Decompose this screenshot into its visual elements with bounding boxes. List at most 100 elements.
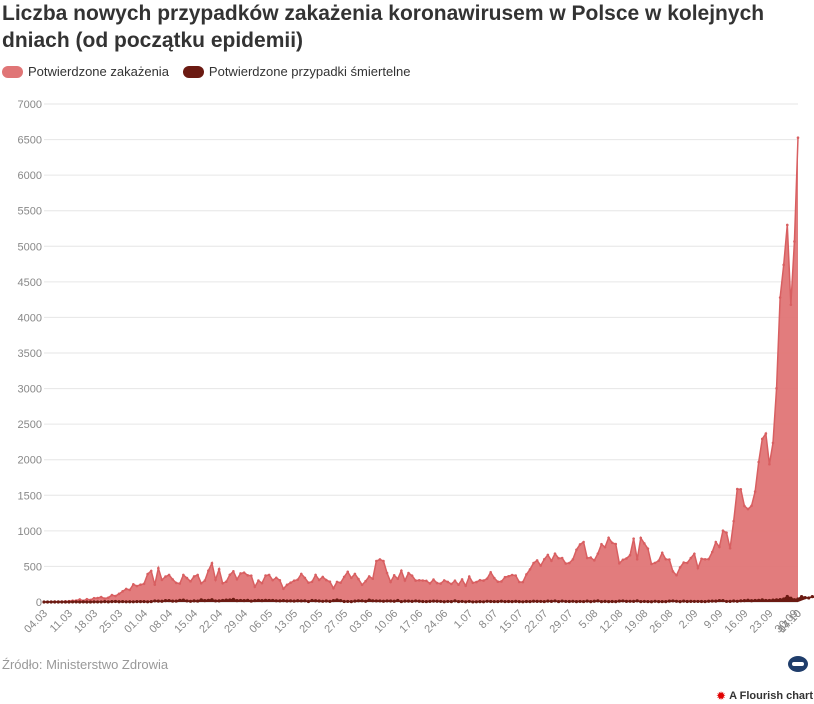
point-deaths[interactable] xyxy=(417,599,421,603)
point-cases[interactable] xyxy=(189,580,192,583)
point-cases[interactable] xyxy=(103,597,107,600)
point-cases[interactable] xyxy=(182,573,185,577)
point-cases[interactable] xyxy=(328,580,332,584)
point-deaths[interactable] xyxy=(485,599,489,603)
point-deaths[interactable] xyxy=(224,598,228,602)
point-deaths[interactable] xyxy=(371,599,375,603)
point-deaths[interactable] xyxy=(778,597,782,602)
point-deaths[interactable] xyxy=(53,600,57,604)
point-deaths[interactable] xyxy=(749,599,754,603)
point-cases[interactable] xyxy=(203,579,207,582)
point-deaths[interactable] xyxy=(317,599,321,603)
point-deaths[interactable] xyxy=(403,599,407,603)
point-deaths[interactable] xyxy=(742,599,747,603)
point-deaths[interactable] xyxy=(439,599,443,604)
point-deaths[interactable] xyxy=(339,599,343,603)
point-deaths[interactable] xyxy=(313,599,318,603)
point-deaths[interactable] xyxy=(481,600,486,604)
point-deaths[interactable] xyxy=(782,597,786,601)
point-deaths[interactable] xyxy=(199,598,203,602)
point-deaths[interactable] xyxy=(732,599,736,603)
point-deaths[interactable] xyxy=(78,600,82,604)
point-cases[interactable] xyxy=(407,571,410,575)
point-cases[interactable] xyxy=(185,576,189,580)
point-cases[interactable] xyxy=(442,579,446,582)
point-cases[interactable] xyxy=(768,462,771,466)
point-deaths[interactable] xyxy=(760,598,764,602)
point-deaths[interactable] xyxy=(678,600,682,604)
point-deaths[interactable] xyxy=(181,598,185,602)
point-deaths[interactable] xyxy=(349,600,353,604)
point-deaths[interactable] xyxy=(442,600,446,604)
point-deaths[interactable] xyxy=(171,599,175,603)
point-deaths[interactable] xyxy=(753,598,757,603)
point-deaths[interactable] xyxy=(196,599,200,603)
point-cases[interactable] xyxy=(700,557,703,561)
point-deaths[interactable] xyxy=(146,600,150,604)
point-deaths[interactable] xyxy=(231,597,235,601)
point-deaths[interactable] xyxy=(67,600,71,604)
point-cases[interactable] xyxy=(560,556,564,560)
point-deaths[interactable] xyxy=(703,599,707,604)
point-deaths[interactable] xyxy=(124,600,128,604)
point-cases[interactable] xyxy=(460,578,464,581)
point-cases[interactable] xyxy=(378,558,382,561)
point-deaths[interactable] xyxy=(153,599,157,603)
point-cases[interactable] xyxy=(771,441,775,445)
point-cases[interactable] xyxy=(246,574,249,577)
point-cases[interactable] xyxy=(257,579,260,582)
point-deaths[interactable] xyxy=(331,598,336,603)
point-cases[interactable] xyxy=(224,580,228,584)
point-deaths[interactable] xyxy=(624,599,629,603)
point-cases[interactable] xyxy=(482,579,485,582)
point-cases[interactable] xyxy=(739,488,743,491)
point-cases[interactable] xyxy=(603,545,607,549)
point-deaths[interactable] xyxy=(431,599,436,603)
point-deaths[interactable] xyxy=(735,599,739,603)
point-deaths[interactable] xyxy=(764,598,768,603)
point-deaths[interactable] xyxy=(149,599,153,604)
point-cases[interactable] xyxy=(260,581,264,585)
point-deaths[interactable] xyxy=(356,599,361,603)
point-cases[interactable] xyxy=(757,460,760,464)
point-deaths[interactable] xyxy=(253,598,257,603)
point-deaths[interactable] xyxy=(789,596,793,600)
point-deaths[interactable] xyxy=(664,600,668,604)
point-deaths[interactable] xyxy=(106,600,110,604)
point-deaths[interactable] xyxy=(135,599,139,604)
point-deaths[interactable] xyxy=(471,600,475,604)
point-cases[interactable] xyxy=(639,536,643,540)
point-cases[interactable] xyxy=(392,574,396,577)
point-deaths[interactable] xyxy=(610,599,614,604)
point-deaths[interactable] xyxy=(185,599,189,603)
point-cases[interactable] xyxy=(571,558,575,561)
point-cases[interactable] xyxy=(296,578,300,581)
point-deaths[interactable] xyxy=(385,599,389,603)
flourish-credit[interactable]: ✹ A Flourish chart xyxy=(716,689,813,703)
point-deaths[interactable] xyxy=(88,600,93,604)
point-cases[interactable] xyxy=(589,556,593,559)
point-deaths[interactable] xyxy=(246,598,250,602)
point-deaths[interactable] xyxy=(203,599,207,603)
point-deaths[interactable] xyxy=(596,599,600,603)
point-cases[interactable] xyxy=(635,558,639,561)
point-deaths[interactable] xyxy=(553,599,557,603)
point-deaths[interactable] xyxy=(549,599,554,603)
point-cases[interactable] xyxy=(528,568,532,571)
point-deaths[interactable] xyxy=(228,598,232,602)
point-deaths[interactable] xyxy=(374,599,378,603)
point-deaths[interactable] xyxy=(646,599,650,604)
point-deaths[interactable] xyxy=(174,599,178,603)
point-deaths[interactable] xyxy=(521,600,525,604)
point-cases[interactable] xyxy=(668,558,671,561)
point-cases[interactable] xyxy=(618,562,621,565)
point-cases[interactable] xyxy=(750,504,753,508)
point-cases[interactable] xyxy=(721,529,725,533)
point-cases[interactable] xyxy=(210,561,214,565)
point-cases[interactable] xyxy=(653,561,657,565)
point-deaths[interactable] xyxy=(424,599,428,604)
point-deaths[interactable] xyxy=(221,598,225,603)
point-deaths[interactable] xyxy=(653,599,657,603)
point-cases[interactable] xyxy=(467,575,471,578)
point-cases[interactable] xyxy=(646,547,650,550)
